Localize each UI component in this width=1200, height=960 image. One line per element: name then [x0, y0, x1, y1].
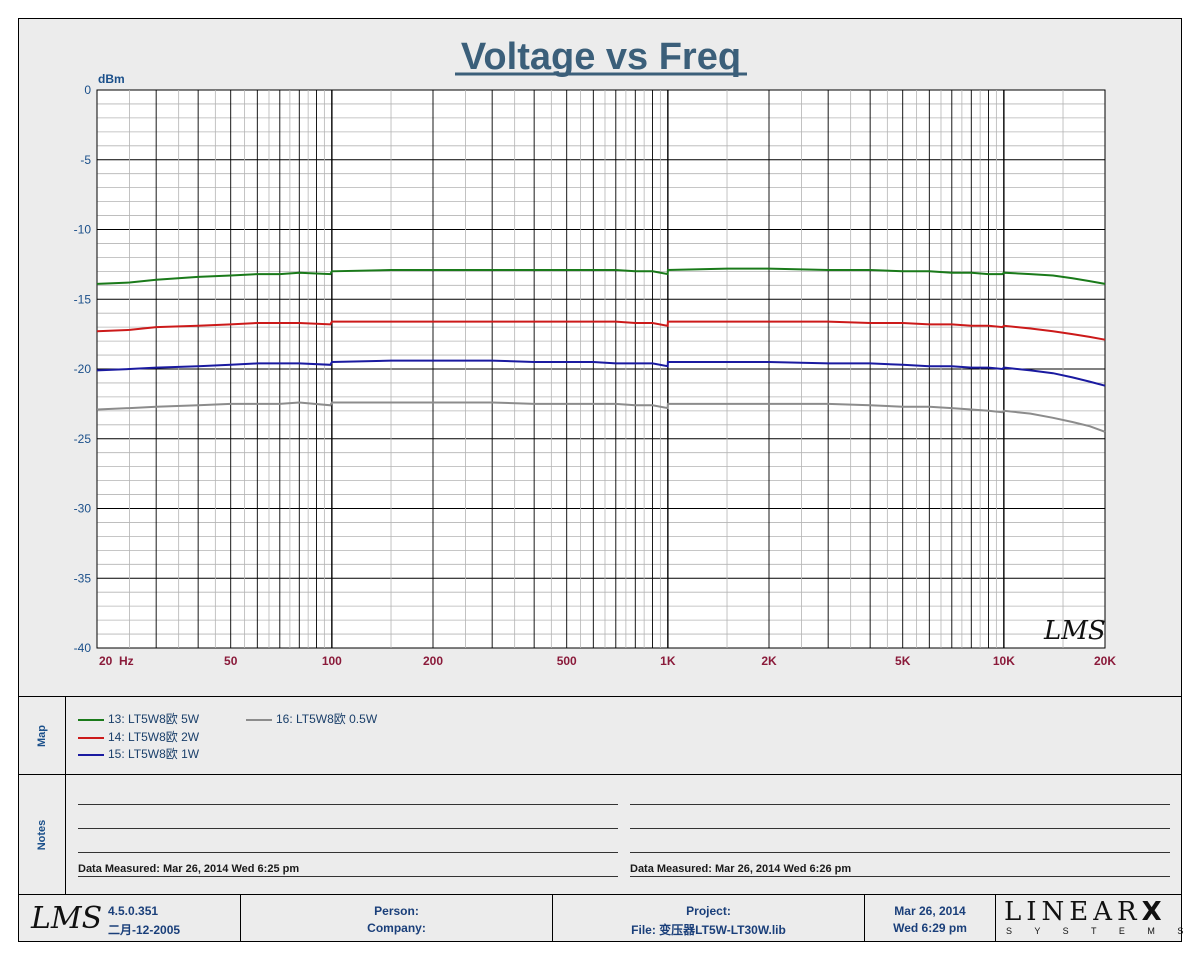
x-tick-label: 100: [322, 654, 342, 668]
series-line: [96, 401, 1106, 433]
footer-project-cell: Project: File: 变压器LT5W-LT30W.lib: [553, 895, 865, 942]
x-tick-label: 200: [423, 654, 443, 668]
y-tick-label: -25: [74, 432, 92, 446]
legend-swatch: [78, 718, 104, 721]
footer-person: Person:: [374, 904, 419, 918]
notes-left-measured: Data Measured: Mar 26, 2014 Wed 6:25 pm: [78, 863, 300, 875]
y-tick-label: 0: [84, 83, 91, 97]
linearx-logo: LINEARX: [1004, 897, 1167, 927]
legend-swatch: [78, 753, 104, 756]
note-line: [78, 852, 618, 853]
note-line: [630, 852, 1170, 853]
x-tick-label: 20K: [1094, 654, 1116, 668]
svg-text:LMS: LMS: [1043, 616, 1106, 646]
footer-project: Project:: [686, 904, 731, 918]
linearx-subtitle: S Y S T E M S: [1006, 926, 1194, 936]
footer-lms-logo: LMS: [31, 901, 103, 936]
x-tick-label: 20: [99, 654, 113, 668]
series-layer: [96, 267, 1106, 433]
report-frame: Voltage vs Freq dBm 0 -5 -10 -15 -20 -25 -30 -3…: [18, 18, 1183, 942]
y-tick-label: -5: [80, 153, 91, 167]
notes-right-measured: Data Measured: Mar 26, 2014 Wed 6:26 pm: [630, 863, 852, 875]
legend-item: 13: LT5W8欧 5W: [78, 710, 199, 727]
series-line: [96, 320, 1106, 341]
map-section: Map 13: LT5W8欧 5W 14: LT5W8欧 2W 15: LT5W8欧…: [19, 696, 1181, 774]
legend-item: 15: LT5W8欧 1W: [78, 745, 199, 762]
legend-item: 14: LT5W8欧 2W: [78, 728, 199, 745]
legend-swatch: [78, 736, 104, 739]
x-axis-unit: Hz: [119, 654, 134, 668]
legend-label: 15: LT5W8欧 1W: [108, 747, 200, 761]
chart-title: Voltage vs Freq: [461, 36, 741, 78]
footer-date-cell: Mar 26, 2014 Wed 6:29 pm: [865, 895, 996, 942]
note-line: [78, 828, 618, 829]
y-tick-label: -35: [74, 571, 92, 585]
y-tick-label: -20: [74, 362, 92, 376]
footer-time: Wed 6:29 pm: [893, 921, 967, 935]
y-tick-label: -10: [74, 223, 92, 237]
footer-version-cell: LMS 4.5.0.351 二月-12-2005: [19, 895, 241, 942]
note-line: [630, 804, 1170, 805]
note-line: [78, 876, 618, 877]
lms-watermark: LMS: [1043, 616, 1106, 646]
y-axis-label: dBm: [98, 72, 125, 86]
footer-build-date: 二月-12-2005: [108, 923, 181, 937]
notes-section: Notes Data Measured: Mar 26, 2014 Wed 6:…: [19, 774, 1181, 894]
x-tick-label: 500: [557, 654, 577, 668]
footer-file: File: 变压器LT5W-LT30W.lib: [631, 923, 786, 937]
grid: [96, 89, 1106, 649]
footer-version: 4.5.0.351: [108, 904, 159, 918]
y-tick-label: -15: [74, 292, 92, 306]
legend-label: 14: LT5W8欧 2W: [108, 730, 200, 744]
notes-label: Notes: [19, 775, 66, 894]
footer: LMS 4.5.0.351 二月-12-2005 Person: Company…: [19, 894, 1183, 942]
legend-label: 13: LT5W8欧 5W: [108, 712, 200, 726]
x-tick-label: 10K: [993, 654, 1015, 668]
x-tick-label: 50: [224, 654, 238, 668]
footer-brand-cell: LINEARX S Y S T E M S: [996, 895, 1183, 942]
footer-person-cell: Person: Company:: [241, 895, 553, 942]
note-line: [630, 876, 1170, 877]
series-line: [96, 267, 1106, 285]
x-tick-label: 5K: [895, 654, 911, 668]
footer-date: Mar 26, 2014: [894, 904, 966, 918]
x-tick-label: 1K: [660, 654, 676, 668]
note-line: [630, 828, 1170, 829]
series-line: [96, 359, 1106, 387]
x-tick-label: 2K: [761, 654, 777, 668]
legend-label: 16: LT5W8欧 0.5W: [276, 712, 378, 726]
legend-swatch: [246, 718, 272, 721]
footer-company: Company:: [367, 921, 426, 935]
map-label: Map: [19, 697, 66, 774]
legend-item: 16: LT5W8欧 0.5W: [246, 710, 377, 727]
note-line: [78, 804, 618, 805]
y-tick-label: -40: [74, 641, 92, 655]
y-tick-label: -30: [74, 502, 92, 516]
chart: Voltage vs Freq dBm 0 -5 -10 -15 -20 -25 -30 -3…: [74, 36, 1117, 668]
tick-labels: 0 -5 -10 -15 -20 -25 -30 -35 -40 20 50 100 200 500 1K 2…: [74, 83, 1117, 668]
